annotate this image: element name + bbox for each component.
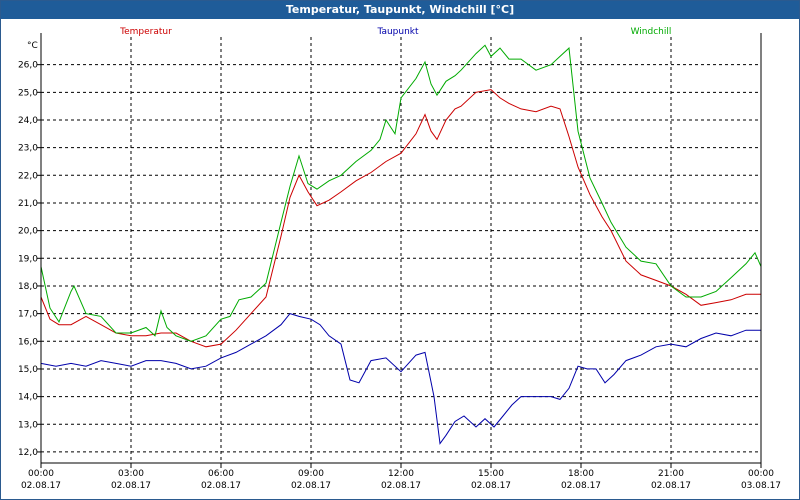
x-tick-time: 00:00 <box>748 469 774 479</box>
axes <box>37 33 762 468</box>
y-tick-label: 12,0 <box>18 448 38 458</box>
x-tick-date: 02.08.17 <box>201 481 241 491</box>
y-tick-label: 18,0 <box>18 282 38 292</box>
grid-lines <box>41 37 761 463</box>
y-tick-label: 20,0 <box>18 227 38 237</box>
series-line-windchill <box>40 44 762 342</box>
x-tick-date: 02.08.17 <box>471 481 511 491</box>
x-tick-date: 03.08.17 <box>741 481 781 491</box>
x-tick-time: 12:00 <box>388 469 414 479</box>
x-tick-date: 02.08.17 <box>291 481 331 491</box>
y-tick-label: 16,0 <box>18 337 38 347</box>
y-tick-label: 19,0 <box>18 254 38 264</box>
x-tick-time: 03:00 <box>118 469 144 479</box>
x-tick-date: 02.08.17 <box>561 481 601 491</box>
x-tick-time: 15:00 <box>478 469 504 479</box>
y-tick-label: 26,0 <box>18 61 38 71</box>
x-tick-time: 18:00 <box>568 469 594 479</box>
labels: 12,0 13,0 14,0 15,0 16,0 17,0 18,0 19,0 20,0 21,0… <box>18 27 781 491</box>
legend-taupunkt: Taupunkt <box>376 27 419 37</box>
x-tick-time: 21:00 <box>658 469 684 479</box>
y-tick-label: 25,0 <box>18 88 38 98</box>
legend-windchill: Windchill <box>631 27 672 37</box>
series-line-taupunkt <box>40 313 761 445</box>
legend-temperatur: Temperatur <box>119 27 172 37</box>
x-tick-date: 02.08.17 <box>111 481 151 491</box>
x-tick-date: 02.08.17 <box>651 481 691 491</box>
x-tick-time: 09:00 <box>298 469 324 479</box>
x-tick-date: 02.08.17 <box>381 481 421 491</box>
y-tick-label: 23,0 <box>18 144 38 154</box>
y-tick-label: 21,0 <box>18 199 38 209</box>
y-tick-label: 22,0 <box>18 171 38 181</box>
chart: 12,0 13,0 14,0 15,0 16,0 17,0 18,0 19,0 20,0 21,0… <box>18 27 781 491</box>
y-tick-label: 17,0 <box>18 310 38 320</box>
series-line-temperatur <box>40 89 761 348</box>
y-tick-label: 15,0 <box>18 365 38 375</box>
y-tick-label: 24,0 <box>18 116 38 126</box>
y-tick-label: 13,0 <box>18 420 38 430</box>
y-axis-unit: °C <box>27 41 38 51</box>
series-lines <box>40 44 762 445</box>
x-tick-time: 00:00 <box>28 469 54 479</box>
x-tick-date: 02.08.17 <box>21 481 61 491</box>
y-tick-label: 14,0 <box>18 393 38 403</box>
x-tick-time: 06:00 <box>208 469 234 479</box>
window-title: Temperatur, Taupunkt, Windchill [°C] <box>1 1 799 19</box>
